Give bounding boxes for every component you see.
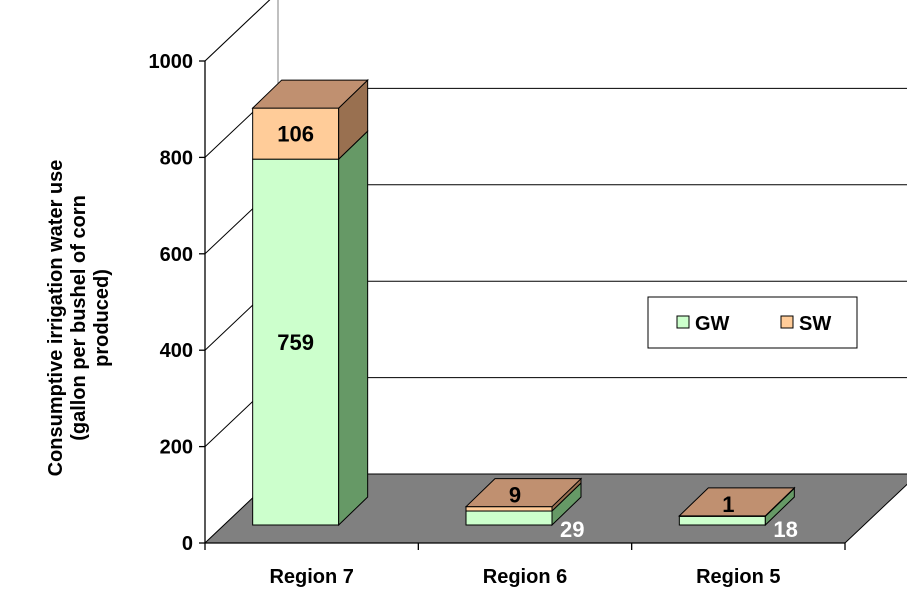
legend-swatch-sw xyxy=(780,315,794,329)
bar-sw-top xyxy=(464,478,583,508)
y-axis-title-line-3: produced) xyxy=(91,269,113,367)
x-tick-label: Region 7 xyxy=(269,566,353,588)
chart-back-walls xyxy=(204,0,907,545)
y-tick-label: 200 xyxy=(160,437,193,459)
y-axis-title-line-1: Consumptive irrigation water use xyxy=(45,160,67,477)
gridline-side xyxy=(204,0,271,62)
legend: GW SW xyxy=(647,296,858,349)
chart-axes: 0 200 400 600 800 1000 Region 7 Region 6 Region … xyxy=(149,51,846,588)
y-tick-label: 400 xyxy=(160,340,193,362)
y-axis-title-line-2: (gallon per bushel of corn xyxy=(68,195,90,441)
y-tick-label: 1000 xyxy=(149,51,194,73)
legend-swatch-gw xyxy=(676,315,690,329)
back-wall xyxy=(277,0,907,475)
y-axis-title: Consumptive irrigation water use (gallon… xyxy=(45,160,113,477)
bar-sw-top xyxy=(251,79,369,109)
chart-bars xyxy=(251,78,796,527)
y-tick-label: 0 xyxy=(182,533,193,555)
data-label-sw: 9 xyxy=(509,483,521,508)
data-label-sw: 106 xyxy=(277,122,314,147)
chart-data-labels: 759 106 9 29 1 18 xyxy=(277,122,798,542)
legend-label-gw: GW xyxy=(695,313,730,335)
bar-sw-top xyxy=(678,487,796,517)
x-tick-label: Region 5 xyxy=(696,566,780,588)
x-tick-label: Region 6 xyxy=(483,566,567,588)
data-label-sw: 1 xyxy=(722,492,734,517)
data-label-gw: 18 xyxy=(773,517,797,542)
bar-gw-front xyxy=(678,515,766,526)
bar-gw-side xyxy=(338,129,369,527)
y-tick-label: 600 xyxy=(160,244,193,266)
y-tick-label: 800 xyxy=(160,147,193,169)
data-label-gw: 759 xyxy=(277,330,314,355)
data-label-gw: 29 xyxy=(560,517,584,542)
bar-gw-front xyxy=(465,510,553,526)
legend-label-sw: SW xyxy=(799,313,831,335)
bar-sw-front xyxy=(252,107,340,160)
